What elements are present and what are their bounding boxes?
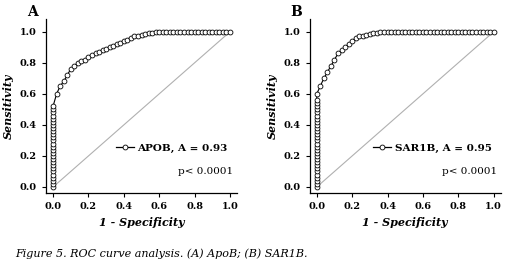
Legend: APOB, A = 0.93: APOB, A = 0.93 <box>111 139 232 157</box>
Y-axis label: Sensitivity: Sensitivity <box>3 73 14 139</box>
X-axis label: 1 - Specificity: 1 - Specificity <box>99 217 184 228</box>
Legend: SAR1B, A = 0.95: SAR1B, A = 0.95 <box>368 139 496 157</box>
Text: B: B <box>291 6 303 19</box>
Text: A: A <box>27 6 38 19</box>
Y-axis label: Sensitivity: Sensitivity <box>267 73 278 139</box>
Text: p< 0.0001: p< 0.0001 <box>178 167 233 176</box>
Text: Figure 5. ROC curve analysis. (A) ApoB; (B) SAR1B.: Figure 5. ROC curve analysis. (A) ApoB; … <box>15 248 308 259</box>
Text: p< 0.0001: p< 0.0001 <box>442 167 497 176</box>
X-axis label: 1 - Specificity: 1 - Specificity <box>362 217 448 228</box>
